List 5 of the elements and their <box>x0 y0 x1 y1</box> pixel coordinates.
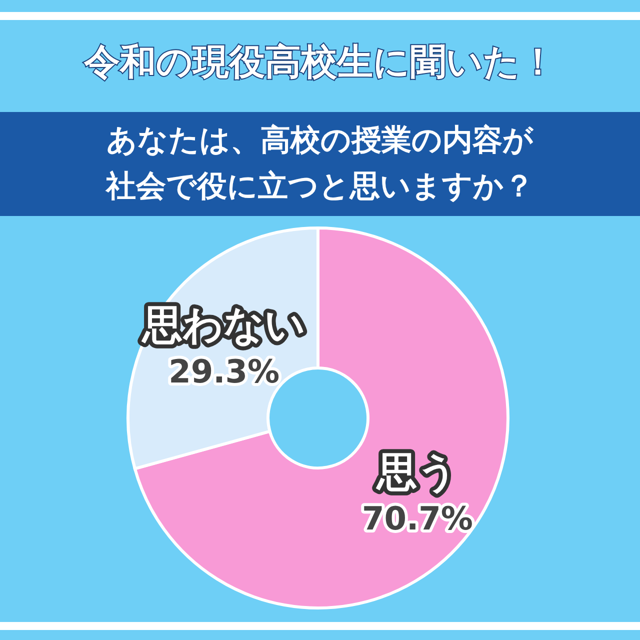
data-label: 70.7% <box>362 500 473 538</box>
chart-title: 令和の現役高校生に聞いた！ <box>82 41 557 85</box>
chart-subtitle: あなたは、高校の授業の内容が社会で役に立つと思いますか？ <box>104 122 535 206</box>
data-label: 29.3% <box>168 352 280 391</box>
slice-label: 思う <box>374 450 458 496</box>
